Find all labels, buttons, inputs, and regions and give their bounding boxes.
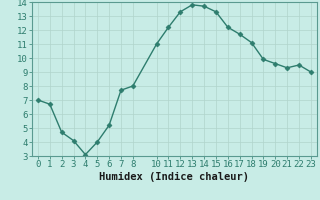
X-axis label: Humidex (Indice chaleur): Humidex (Indice chaleur) bbox=[100, 172, 249, 182]
